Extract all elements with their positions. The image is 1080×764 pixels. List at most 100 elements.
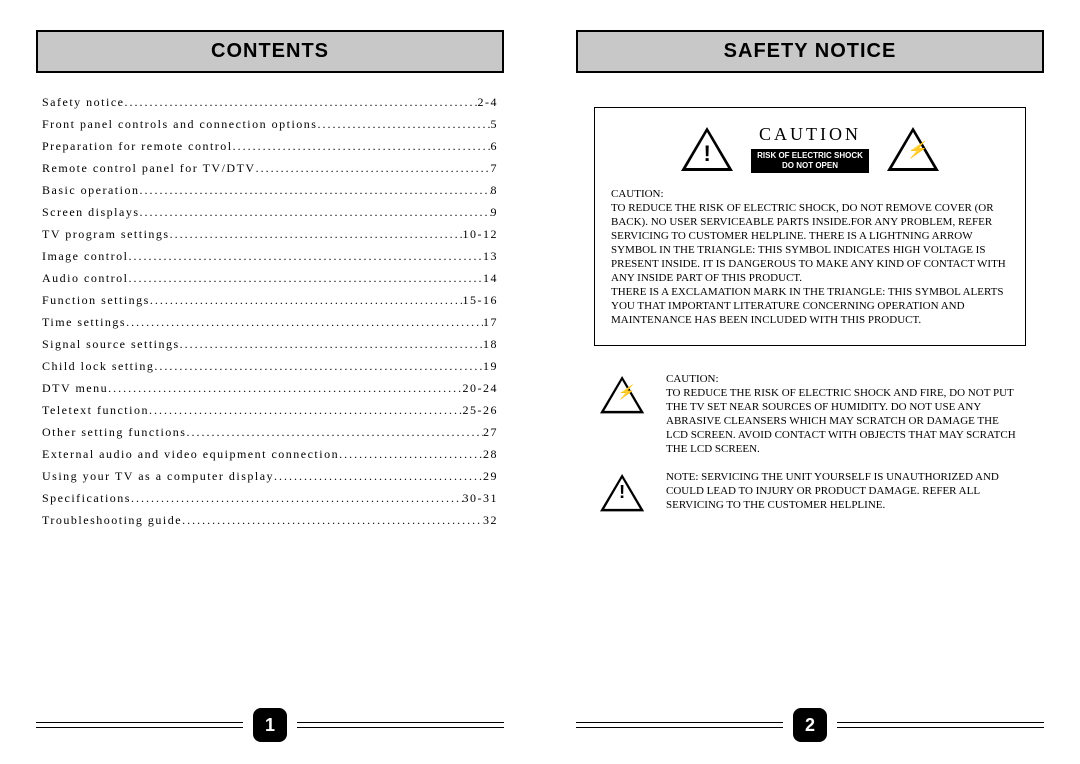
- caution-center: CAUTION RISK OF ELECTRIC SHOCK DO NOT OP…: [751, 124, 869, 173]
- toc-page: 29: [483, 465, 498, 487]
- toc-page: 27: [483, 421, 498, 443]
- toc-label: Remote control panel for TV/DTV: [42, 157, 256, 179]
- toc-label: Specifications: [42, 487, 131, 509]
- toc-label: DTV menu: [42, 377, 108, 399]
- toc-dots: [126, 311, 483, 333]
- toc-row: DTV menu 20-24: [42, 377, 498, 399]
- page-left: CONTENTS Safety notice 2-4Front panel con…: [0, 0, 540, 764]
- toc-row: Specifications 30-31: [42, 487, 498, 509]
- toc-page: 28: [483, 443, 498, 465]
- page-right: SAFETY NOTICE ! CAUTION RISK OF ELECTRIC…: [540, 0, 1080, 764]
- toc-label: Other setting functions: [42, 421, 186, 443]
- lightning-triangle-icon: ⚡: [600, 376, 644, 413]
- risk-line-2: DO NOT OPEN: [782, 161, 838, 170]
- footer-rule: [297, 722, 504, 728]
- toc-label: Preparation for remote control: [42, 135, 233, 157]
- toc-page: 14: [483, 267, 498, 289]
- toc-label: Time settings: [42, 311, 126, 333]
- toc-dots: [150, 289, 463, 311]
- footer-rule: [36, 722, 243, 728]
- toc-row: Troubleshooting guide 32: [42, 509, 498, 531]
- toc-page: 17: [483, 311, 498, 333]
- caution-body-label: CAUTION:: [611, 188, 664, 200]
- page-number-right: 2: [793, 708, 827, 742]
- exclamation-triangle-icon: !: [681, 127, 733, 171]
- toc-dots: [128, 245, 483, 267]
- warning-block-shock: ⚡ CAUTION: TO REDUCE THE RISK OF ELECTRI…: [600, 372, 1020, 456]
- toc-label: Basic operation: [42, 179, 139, 201]
- warning-text: NOTE: SERVICING THE UNIT YOURSELF IS UNA…: [666, 470, 1020, 518]
- warning-body: TO REDUCE THE RISK OF ELECTRIC SHOCK AND…: [666, 387, 1016, 455]
- safety-header: SAFETY NOTICE: [576, 30, 1044, 73]
- contents-header: CONTENTS: [36, 30, 504, 73]
- toc-row: Time settings 17: [42, 311, 498, 333]
- caution-heading: CAUTION: [751, 124, 869, 145]
- toc-dots: [317, 113, 490, 135]
- toc-page: 15-16: [463, 289, 499, 311]
- toc-dots: [233, 135, 491, 157]
- risk-line-1: RISK OF ELECTRIC SHOCK: [757, 151, 863, 160]
- toc-row: Function settings 15-16: [42, 289, 498, 311]
- toc-dots: [139, 179, 490, 201]
- table-of-contents: Safety notice 2-4Front panel controls and…: [36, 91, 504, 531]
- page-footer-left: 1: [36, 708, 504, 742]
- toc-label: Screen displays: [42, 201, 139, 223]
- toc-label: Audio control: [42, 267, 129, 289]
- caution-top-row: ! CAUTION RISK OF ELECTRIC SHOCK DO NOT …: [611, 124, 1009, 173]
- toc-dots: [139, 201, 490, 223]
- toc-row: Using your TV as a computer display29: [42, 465, 498, 487]
- toc-row: External audio and video equipment conne…: [42, 443, 498, 465]
- toc-page: 13: [483, 245, 498, 267]
- toc-page: 5: [491, 113, 499, 135]
- toc-page: 32: [483, 509, 498, 531]
- toc-label: Signal source settings: [42, 333, 180, 355]
- toc-dots: [180, 333, 483, 355]
- toc-page: 8: [491, 179, 499, 201]
- toc-page: 6: [491, 135, 499, 157]
- toc-page: 20-24: [463, 377, 499, 399]
- toc-row: Image control 13: [42, 245, 498, 267]
- toc-row: Teletext function 25-26: [42, 399, 498, 421]
- toc-row: Other setting functions 27: [42, 421, 498, 443]
- toc-row: TV program settings 10-12: [42, 223, 498, 245]
- toc-row: Preparation for remote control 6: [42, 135, 498, 157]
- toc-dots: [149, 399, 463, 421]
- toc-page: 9: [491, 201, 499, 223]
- toc-dots: [170, 223, 463, 245]
- toc-page: 30-31: [463, 487, 499, 509]
- toc-label: Troubleshooting guide: [42, 509, 182, 531]
- caution-body: CAUTION: TO REDUCE THE RISK OF ELECTRIC …: [611, 187, 1009, 327]
- toc-page: 2-4: [478, 91, 499, 113]
- lightning-triangle-icon: ⚡: [887, 127, 939, 171]
- warning-block-service: ! NOTE: SERVICING THE UNIT YOURSELF IS U…: [600, 470, 1020, 518]
- toc-label: Function settings: [42, 289, 150, 311]
- toc-row: Basic operation 8: [42, 179, 498, 201]
- warning-text: CAUTION: TO REDUCE THE RISK OF ELECTRIC …: [666, 372, 1020, 456]
- toc-page: 7: [491, 157, 499, 179]
- toc-page: 10-12: [463, 223, 499, 245]
- toc-label: Safety notice: [42, 91, 124, 113]
- toc-row: Safety notice 2-4: [42, 91, 498, 113]
- toc-dots: [182, 509, 483, 531]
- toc-label: Teletext function: [42, 399, 149, 421]
- toc-dots: [274, 465, 483, 487]
- toc-page: 25-26: [463, 399, 499, 421]
- footer-rule: [576, 722, 783, 728]
- toc-row: Child lock setting19: [42, 355, 498, 377]
- toc-label: Child lock setting: [42, 355, 154, 377]
- exclamation-triangle-icon: !: [600, 474, 644, 511]
- toc-row: Audio control 14: [42, 267, 498, 289]
- toc-row: Front panel controls and connection opti…: [42, 113, 498, 135]
- toc-label: External audio and video equipment conne…: [42, 443, 339, 465]
- toc-row: Remote control panel for TV/DTV 7: [42, 157, 498, 179]
- toc-dots: [256, 157, 491, 179]
- toc-page: 18: [483, 333, 498, 355]
- risk-label: RISK OF ELECTRIC SHOCK DO NOT OPEN: [751, 149, 869, 173]
- toc-dots: [186, 421, 483, 443]
- toc-label: TV program settings: [42, 223, 170, 245]
- toc-row: Screen displays 9: [42, 201, 498, 223]
- toc-label: Image control: [42, 245, 128, 267]
- page-footer-right: 2: [576, 708, 1044, 742]
- toc-dots: [108, 377, 462, 399]
- toc-dots: [124, 91, 477, 113]
